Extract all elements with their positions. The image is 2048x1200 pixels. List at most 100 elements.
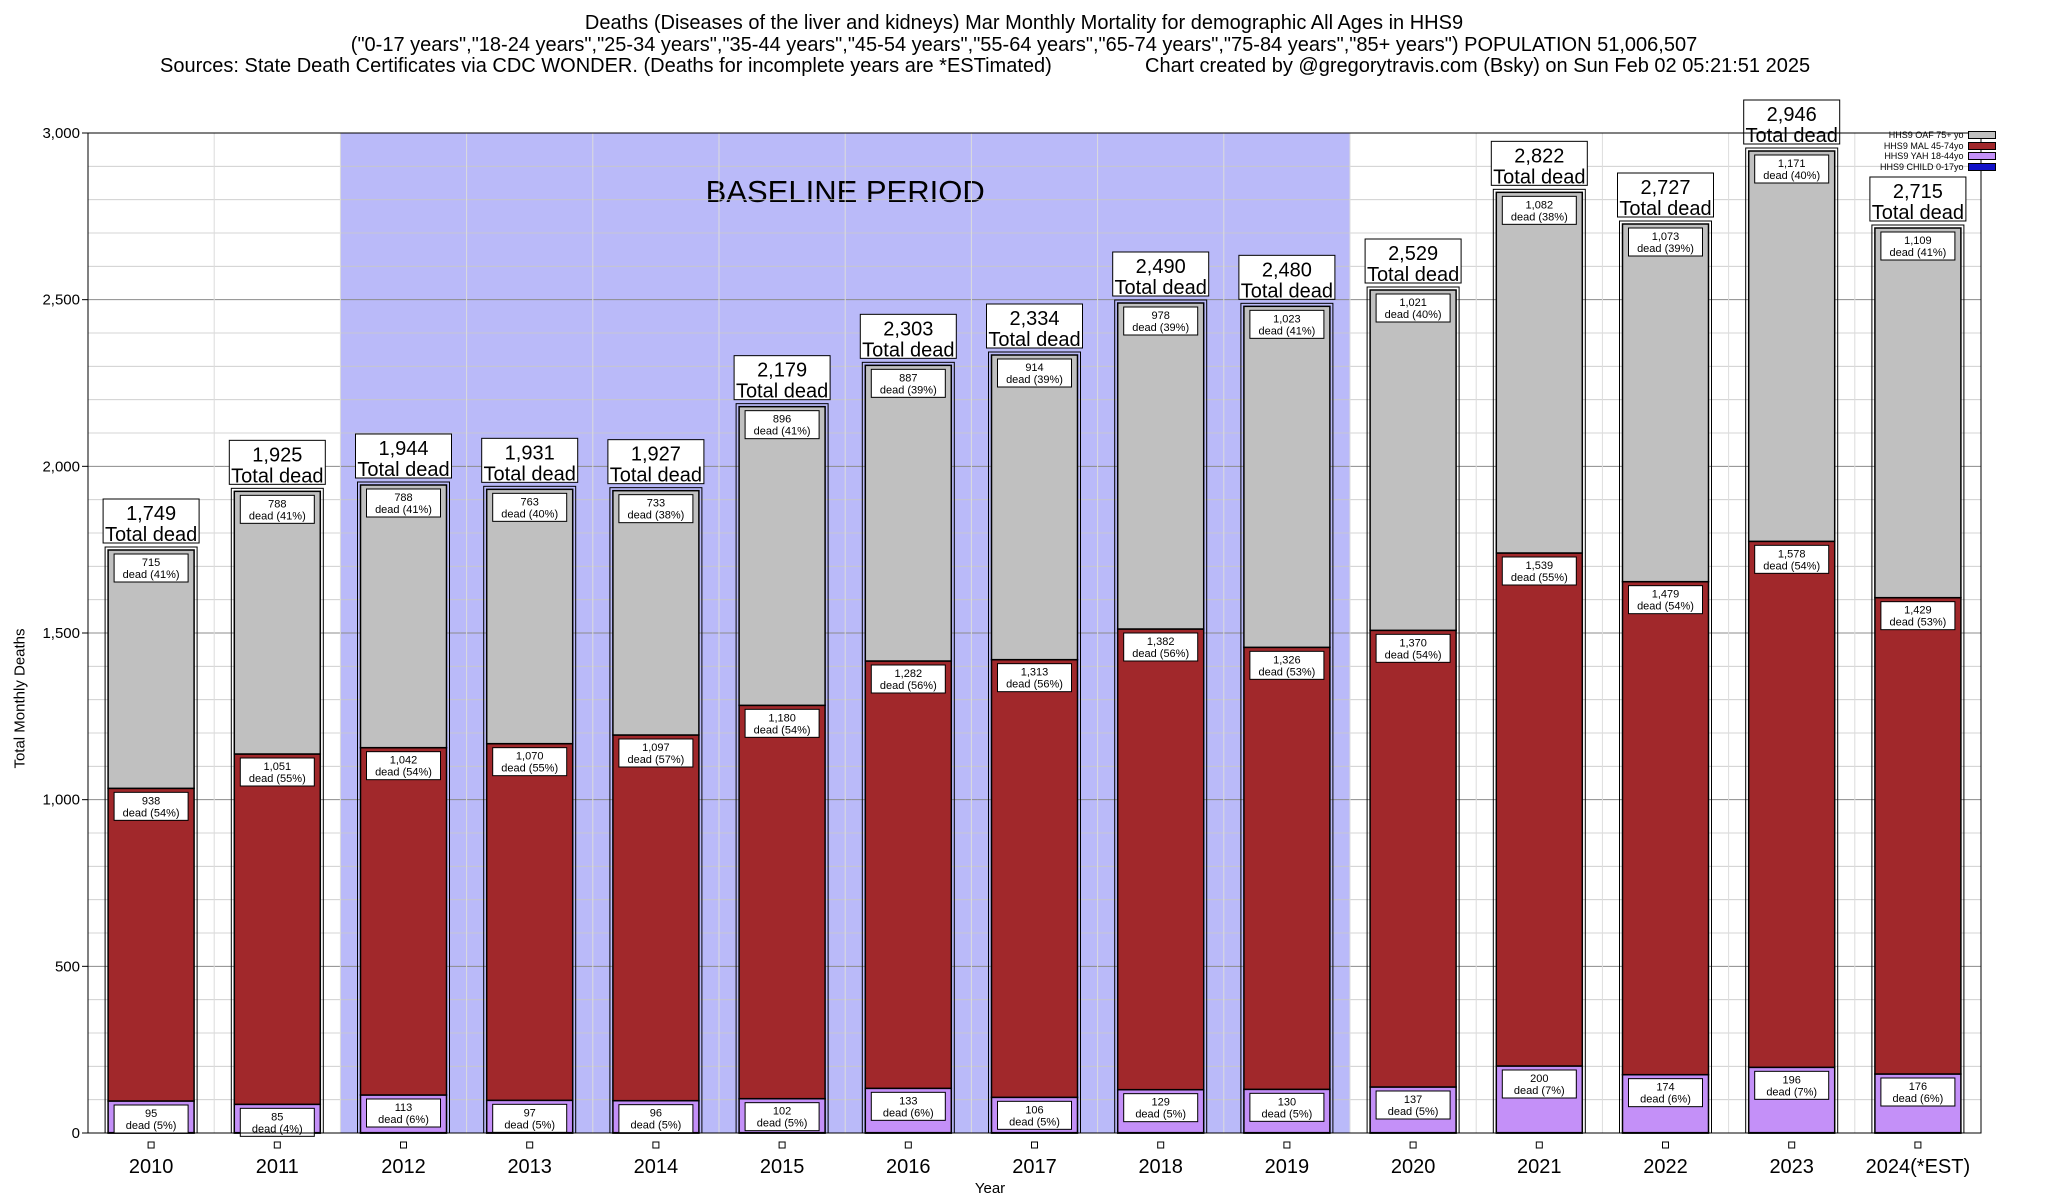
y-tick-label: 0 (72, 1125, 80, 1142)
total-label-value: 2,822 (1514, 145, 1564, 167)
y-tick-label: 2,000 (42, 458, 80, 475)
segment-label-value: 1,073 (1652, 231, 1680, 243)
x-tick-label: 2019 (1265, 1156, 1310, 1178)
segment-label-pct: dead (41%) (375, 504, 432, 516)
segment-label-box (1375, 1090, 1451, 1120)
segment-label-pct: dead (40%) (1763, 170, 1820, 182)
total-label-box (1490, 140, 1588, 186)
x-tick-label: 2010 (129, 1156, 174, 1178)
segment-label-pct: dead (55%) (1511, 572, 1568, 584)
legend-item: HHS9 MAL 45-74yo (1880, 141, 1996, 152)
total-label-box (859, 313, 957, 359)
segment-label-box (239, 494, 315, 524)
x-tick-marker (1535, 1141, 1543, 1149)
x-tick-marker (1157, 1141, 1165, 1149)
segment-label-box (1123, 632, 1199, 662)
segment-label-value: 1,539 (1526, 560, 1554, 572)
segment-label-box (113, 1104, 189, 1134)
x-tick-label: 2011 (256, 1156, 299, 1178)
bar-segment (233, 490, 322, 755)
segment-label-box (366, 1098, 441, 1128)
bar-segment (864, 660, 953, 1090)
segment-label-box (366, 488, 441, 518)
segment-label-value: 129 (1152, 1097, 1170, 1109)
segment-label-pct: dead (5%) (631, 1120, 682, 1132)
legend-item: HHS9 YAH 18-44yo (1880, 151, 1996, 162)
segment-label-box (239, 757, 315, 787)
segment-label-pct: dead (5%) (504, 1119, 555, 1131)
total-label-value: 2,179 (757, 360, 807, 382)
total-label-text: Total dead (988, 329, 1080, 351)
segment-label-value: 95 (145, 1108, 157, 1120)
y-tick-label: 500 (55, 958, 80, 975)
segment-label-pct: dead (6%) (378, 1114, 429, 1126)
total-label-box (1869, 176, 1967, 222)
x-tick-marker (1283, 1141, 1291, 1149)
bar-segment (1747, 540, 1836, 1069)
segment-label-box (744, 708, 820, 738)
segment-label-pct: dead (53%) (1889, 617, 1946, 629)
total-label-box (1617, 172, 1714, 218)
bar-segment (1874, 227, 1962, 599)
segment-label-value: 1,382 (1147, 636, 1175, 648)
segment-label-pct: dead (7%) (1766, 1086, 1817, 1098)
legend-swatch (1967, 131, 1996, 140)
x-tick-label: 2012 (381, 1156, 426, 1178)
legend: HHS9 OAF 75+ yo HHS9 MAL 45-74yo HHS9 YAH … (1880, 130, 1996, 172)
segment-label-value: 196 (1783, 1074, 1801, 1086)
segment-label-value: 85 (271, 1111, 283, 1123)
segment-label-pct: dead (41%) (1258, 325, 1315, 337)
segment-label-box (870, 1091, 946, 1121)
total-label-box (607, 439, 705, 485)
segment-label-value: 938 (142, 795, 160, 807)
segment-label-value: 176 (1909, 1081, 1927, 1093)
total-label-text: Total dead (736, 381, 828, 403)
segment-label-pct: dead (39%) (1006, 374, 1063, 386)
segment-label-value: 914 (1025, 362, 1043, 374)
total-label-text: Total dead (1746, 125, 1838, 147)
segment-label-box (1880, 601, 1956, 631)
segment-label-value: 130 (1278, 1096, 1296, 1108)
bar-segment (1116, 302, 1205, 630)
chart-title: Deaths (Diseases of the liver and kidney… (584, 12, 1464, 34)
total-label-box (1364, 238, 1462, 284)
segment-label-box (1375, 293, 1451, 323)
x-tick-label: 2016 (886, 1156, 931, 1178)
x-tick-label: 2017 (1012, 1156, 1057, 1178)
x-tick-marker (1031, 1141, 1038, 1149)
total-label-value: 2,334 (1009, 308, 1059, 330)
bar-segment (1243, 305, 1331, 649)
total-label-text: Total dead (610, 465, 702, 487)
segment-label-box (1628, 1078, 1703, 1108)
x-tick-label: 2024(*EST) (1866, 1156, 1971, 1178)
segment-label-value: 1,282 (895, 668, 923, 680)
segment-label-pct: dead (5%) (1388, 1106, 1439, 1118)
segment-label-pct: dead (41%) (123, 569, 180, 581)
segment-label-box (1123, 1093, 1199, 1123)
chart-sources: Sources: State Death Certificates via CD… (160, 55, 1052, 77)
segment-label-pct: dead (54%) (1763, 560, 1820, 572)
total-label-text: Total dead (105, 524, 197, 546)
total-label-text: Total dead (357, 459, 449, 481)
segment-label-box (997, 358, 1072, 388)
bar-segment (738, 704, 826, 1100)
y-tick-label: 1,000 (42, 792, 80, 809)
total-label-value: 2,480 (1262, 259, 1312, 281)
segment-label-value: 1,097 (642, 742, 670, 754)
total-label-box (355, 433, 452, 479)
chart-subtitle-demographics: ("0-17 years","18-24 years","25-34 years… (350, 34, 1698, 56)
x-tick-label: 2020 (1391, 1156, 1436, 1178)
segment-label-pct: dead (38%) (1511, 211, 1568, 223)
bar-segment (359, 484, 448, 749)
x-tick-label: 2021 (1517, 1156, 1562, 1178)
segment-label-pct: dead (54%) (375, 767, 432, 779)
bar-segment (1369, 289, 1457, 632)
segment-label-value: 715 (142, 557, 160, 569)
segment-label-pct: dead (41%) (754, 426, 811, 438)
segment-label-box (744, 410, 820, 440)
segment-label-pct: dead (56%) (880, 680, 937, 692)
segment-label-pct: dead (6%) (1893, 1093, 1944, 1105)
x-tick-marker (400, 1141, 407, 1149)
bar-segment (359, 746, 448, 1096)
y-tick-label: 3,000 (42, 125, 80, 142)
